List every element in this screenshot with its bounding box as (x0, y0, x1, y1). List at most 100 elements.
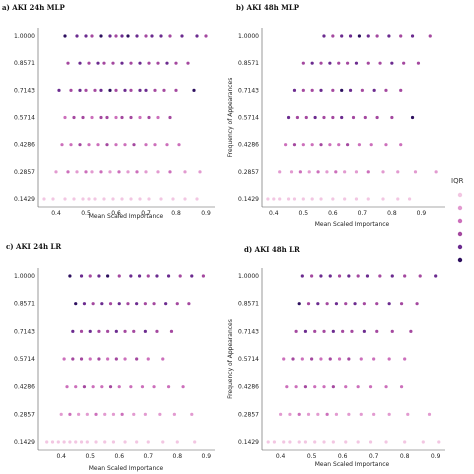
data-point (99, 115, 103, 120)
y-tick-label: 0.2857 (238, 411, 259, 418)
data-point (362, 302, 366, 306)
data-point (57, 88, 61, 92)
data-point (71, 357, 75, 361)
data-point (360, 88, 364, 92)
data-point (288, 412, 292, 416)
data-point (301, 88, 305, 92)
panels: a) AKI 24h MLP 0.1429 0.2857 0.4286 0.5714 0.… (2, 3, 445, 472)
x-tick-label: 0.7 (369, 453, 379, 460)
x-tick-label: 0.7 (143, 453, 153, 460)
data-point (313, 115, 317, 120)
data-point (69, 88, 73, 92)
data-point (59, 412, 63, 416)
legend-marker (457, 218, 463, 224)
data-point (63, 115, 67, 120)
data-point (56, 440, 60, 444)
data-point (120, 115, 124, 120)
data-point (369, 143, 373, 147)
data-point (331, 385, 335, 389)
data-point (129, 61, 133, 65)
data-point (331, 34, 335, 38)
data-point (331, 115, 335, 120)
data-point (366, 34, 370, 38)
data-point (331, 329, 335, 333)
data-point (75, 170, 79, 174)
data-point (306, 412, 311, 416)
data-point (319, 61, 323, 65)
data-point (82, 385, 87, 389)
data-point (356, 385, 360, 389)
data-point (114, 115, 118, 120)
data-point (146, 274, 150, 278)
data-point (372, 412, 376, 416)
y-tick-label: 0.7143 (238, 328, 259, 335)
data-point (390, 274, 394, 278)
data-point (201, 274, 205, 278)
data-point (356, 274, 360, 278)
data-point (99, 170, 103, 174)
y-axis-label: Frequency of Appearances (227, 319, 234, 399)
data-point (111, 412, 116, 416)
data-point (351, 115, 356, 120)
data-point (97, 329, 101, 333)
x-axis-label: Mean Scaled Importance (315, 461, 390, 468)
data-point (93, 88, 97, 92)
data-point (399, 34, 403, 38)
data-point (410, 115, 415, 120)
data-point (111, 197, 115, 201)
data-point (345, 61, 350, 65)
data-point (68, 440, 72, 444)
data-point (162, 88, 166, 92)
data-point (303, 329, 308, 333)
data-point (347, 412, 351, 416)
data-point (410, 34, 415, 38)
data-point (292, 197, 297, 201)
data-point (291, 357, 295, 361)
data-point (143, 329, 147, 333)
data-point (348, 88, 353, 92)
data-point (168, 170, 172, 174)
data-point (406, 412, 410, 416)
data-point (77, 412, 81, 416)
data-point (384, 440, 388, 444)
data-point (91, 302, 95, 306)
data-point (340, 34, 344, 38)
data-point (378, 61, 382, 65)
data-point (66, 61, 70, 65)
data-point (187, 302, 191, 306)
panel-3: c) AKI 24h LR 0.1429 0.2857 0.4286 0.5714 0.7… (6, 242, 215, 472)
data-point (108, 302, 113, 306)
data-point (434, 274, 438, 278)
data-point (87, 197, 91, 201)
data-point (319, 274, 323, 278)
data-point (372, 88, 376, 92)
data-point (418, 274, 422, 278)
data-point (117, 302, 121, 306)
legend-marker (457, 257, 463, 263)
data-point (437, 440, 441, 444)
x-tick-label: 0.4 (51, 210, 61, 217)
data-point (354, 170, 359, 174)
y-tick-label: 0.5714 (14, 356, 35, 363)
data-point (117, 385, 121, 389)
data-point (159, 34, 163, 38)
data-point (403, 440, 407, 444)
data-point (266, 197, 270, 201)
data-point (325, 170, 329, 174)
data-point (359, 357, 363, 361)
data-point (84, 34, 88, 38)
data-point (310, 88, 314, 92)
legend-marker (457, 244, 463, 250)
data-point (68, 412, 72, 416)
data-point (310, 143, 314, 147)
data-point (144, 88, 148, 92)
data-point (85, 440, 89, 444)
data-point (172, 412, 176, 416)
data-point (78, 61, 82, 65)
data-point (350, 329, 354, 333)
data-point (126, 34, 130, 38)
y-tick-label: 1.0000 (14, 273, 35, 280)
data-point (284, 143, 288, 147)
data-point (316, 302, 320, 306)
x-tick-label: 0.5 (307, 453, 317, 460)
